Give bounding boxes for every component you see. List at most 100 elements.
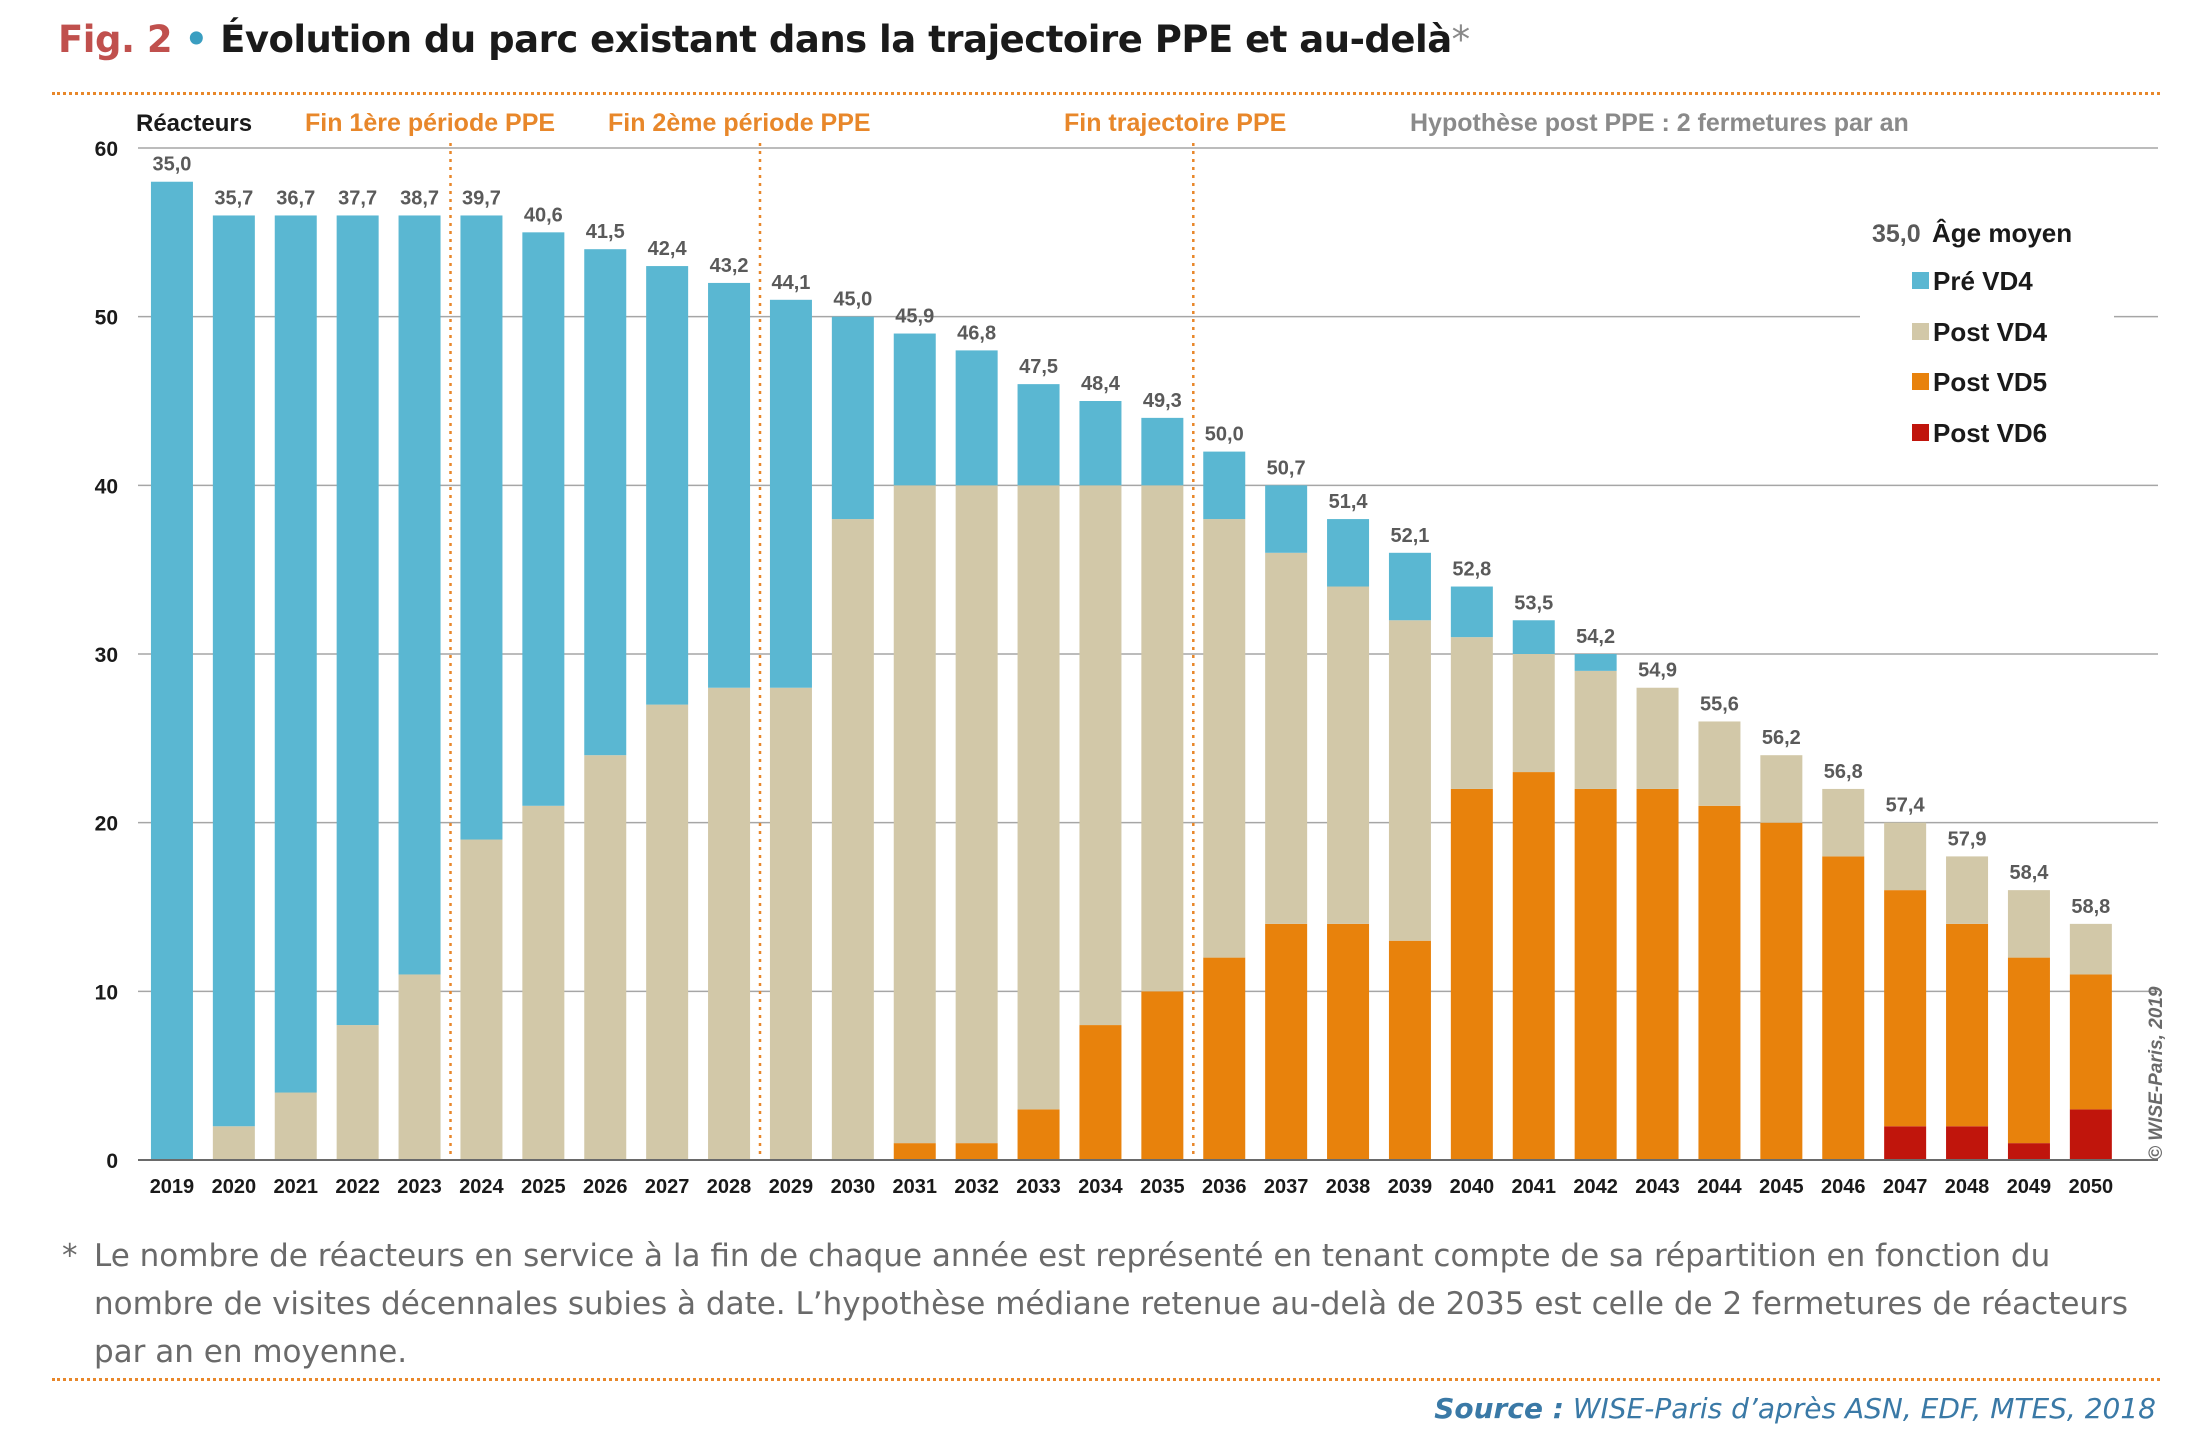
age-label-2025: 40,6 xyxy=(524,204,563,226)
bar-pre-vd4-2026 xyxy=(584,249,627,756)
footnote-text: Le nombre de réacteurs en service à la f… xyxy=(94,1238,2128,1370)
source-line: Source : WISE-Paris d’après ASN, EDF, MT… xyxy=(1434,1392,2156,1425)
age-label-2022: 37,7 xyxy=(338,187,377,209)
legend-swatch-pre-vd4 xyxy=(1912,272,1929,289)
age-label-2023: 38,7 xyxy=(400,187,439,209)
age-label-2031: 45,9 xyxy=(895,306,934,328)
x-tick-label-2043: 2043 xyxy=(1635,1176,1680,1198)
age-label-2026: 41,5 xyxy=(586,221,625,243)
age-label-2044: 55,6 xyxy=(1700,693,1739,715)
x-tick-label-2045: 2045 xyxy=(1759,1176,1804,1198)
bar-post-vd4-2020 xyxy=(212,1126,255,1160)
x-tick-label-2026: 2026 xyxy=(583,1176,628,1198)
bar-post-vd4-2027 xyxy=(646,704,689,1160)
age-labels: 35,0 35,7 36,7 37,7 38,7 39,7 40,6 41,5 42,4 43,2… xyxy=(152,154,2110,918)
x-tick-label-2027: 2027 xyxy=(645,1176,690,1198)
bar-post-vd5-2041 xyxy=(1512,772,1555,1160)
bar-post-vd5-2038 xyxy=(1327,923,1370,1160)
age-label-2048: 57,9 xyxy=(1948,828,1987,850)
bar-post-vd5-2044 xyxy=(1698,805,1741,1160)
bar-post-vd4-2038 xyxy=(1327,586,1370,924)
y-tick-label-0: 0 xyxy=(106,1150,118,1173)
age-label-2045: 56,2 xyxy=(1762,727,1801,749)
x-tick-label-2029: 2029 xyxy=(769,1176,814,1198)
x-tick-label-2037: 2037 xyxy=(1264,1176,1309,1198)
age-label-2020: 35,7 xyxy=(214,187,253,209)
bar-post-vd4-2050 xyxy=(2069,923,2112,975)
bar-pre-vd4-2019 xyxy=(150,181,193,1160)
age-label-2039: 52,1 xyxy=(1390,525,1429,547)
x-tick-label-2022: 2022 xyxy=(335,1176,380,1198)
age-label-2019: 35,0 xyxy=(152,154,191,176)
legend-swatch-post-vd5 xyxy=(1912,373,1929,390)
footnote: * Le nombre de réacteurs en service à la… xyxy=(62,1232,2142,1376)
x-tick-label-2049: 2049 xyxy=(2007,1176,2052,1198)
bar-post-vd4-2044 xyxy=(1698,721,1741,806)
bar-post-vd4-2048 xyxy=(1946,856,1989,924)
x-tick-label-2031: 2031 xyxy=(893,1176,938,1198)
bar-post-vd5-2039 xyxy=(1388,940,1431,1160)
x-tick-label-2024: 2024 xyxy=(459,1176,504,1198)
x-tick-label-2036: 2036 xyxy=(1202,1176,1247,1198)
bar-pre-vd4-2035 xyxy=(1141,417,1184,486)
x-tick-label-2040: 2040 xyxy=(1450,1176,1495,1198)
period-markers xyxy=(449,143,1195,1160)
legend-label-post-vd6: Post VD6 xyxy=(1933,418,2047,448)
bar-pre-vd4-2040 xyxy=(1450,586,1493,638)
bar-pre-vd4-2034 xyxy=(1079,401,1122,486)
y-axis-title: Réacteurs xyxy=(136,110,252,137)
y-tick-label-10: 10 xyxy=(95,981,118,1004)
bar-post-vd4-2032 xyxy=(955,485,998,1144)
bar-post-vd5-2046 xyxy=(1822,856,1865,1160)
legend-swatch-post-vd6 xyxy=(1912,424,1929,441)
legend-background xyxy=(1860,205,2114,450)
age-label-2028: 43,2 xyxy=(710,255,749,277)
bar-post-vd6-2047 xyxy=(1884,1126,1927,1160)
x-tick-label-2019: 2019 xyxy=(150,1176,195,1198)
x-tick-label-2038: 2038 xyxy=(1326,1176,1371,1198)
age-label-2024: 39,7 xyxy=(462,187,501,209)
age-label-2049: 58,4 xyxy=(2009,862,2049,884)
y-tick-label-40: 40 xyxy=(95,475,118,498)
x-tick-label-2032: 2032 xyxy=(954,1176,999,1198)
bar-post-vd5-2033 xyxy=(1017,1109,1060,1160)
age-label-2047: 57,4 xyxy=(1886,795,1926,817)
x-tick-label-2033: 2033 xyxy=(1016,1176,1061,1198)
legend-label-pre-vd4: Pré VD4 xyxy=(1933,266,2033,296)
age-label-2040: 52,8 xyxy=(1452,559,1491,581)
bar-post-vd4-2029 xyxy=(769,687,812,1160)
title-bullet: • xyxy=(184,18,209,61)
legend-label-post-vd5: Post VD5 xyxy=(1933,367,2047,397)
bar-post-vd4-2024 xyxy=(460,839,503,1160)
y-tick-label-50: 50 xyxy=(95,307,118,330)
bar-post-vd5-2031 xyxy=(893,1143,936,1160)
age-label-2041: 53,5 xyxy=(1514,592,1553,614)
bar-post-vd4-2049 xyxy=(2007,890,2050,958)
age-label-2050: 58,8 xyxy=(2071,896,2110,918)
bar-pre-vd4-2029 xyxy=(769,299,812,688)
x-tick-label-2028: 2028 xyxy=(707,1176,752,1198)
bar-post-vd5-2036 xyxy=(1203,957,1246,1160)
legend: 35,0 Âge moyen Pré VD4 Post VD4 Post VD5… xyxy=(1860,205,2114,450)
bar-pre-vd4-2036 xyxy=(1203,451,1246,520)
age-label-2033: 47,5 xyxy=(1019,356,1058,378)
x-tick-label-2048: 2048 xyxy=(1945,1176,1990,1198)
bar-pre-vd4-2039 xyxy=(1388,552,1431,621)
bar-post-vd4-2026 xyxy=(584,755,627,1160)
y-tick-label-20: 20 xyxy=(95,813,118,836)
bar-post-vd6-2049 xyxy=(2007,1143,2050,1160)
bar-post-vd4-2037 xyxy=(1265,552,1308,924)
bar-pre-vd4-2024 xyxy=(460,215,503,840)
bar-pre-vd4-2022 xyxy=(336,215,379,1026)
age-label-2043: 54,9 xyxy=(1638,660,1677,682)
bar-pre-vd4-2027 xyxy=(646,266,689,705)
bar-post-vd4-2047 xyxy=(1884,822,1927,891)
source-text: WISE-Paris d’après ASN, EDF, MTES, 2018 xyxy=(1572,1392,2156,1425)
annotation-trajectory: Fin trajectoire PPE xyxy=(1064,109,1286,137)
y-tick-label-60: 60 xyxy=(95,138,118,161)
bottom-divider xyxy=(52,1378,2160,1381)
bar-post-vd4-2039 xyxy=(1388,620,1431,941)
annotation-period1: Fin 1ère période PPE xyxy=(305,109,555,137)
bar-pre-vd4-2038 xyxy=(1327,519,1370,587)
chart: 35,0 35,7 36,7 37,7 38,7 39,7 40,6 41,5 42,4 43,2… xyxy=(95,109,2167,1198)
